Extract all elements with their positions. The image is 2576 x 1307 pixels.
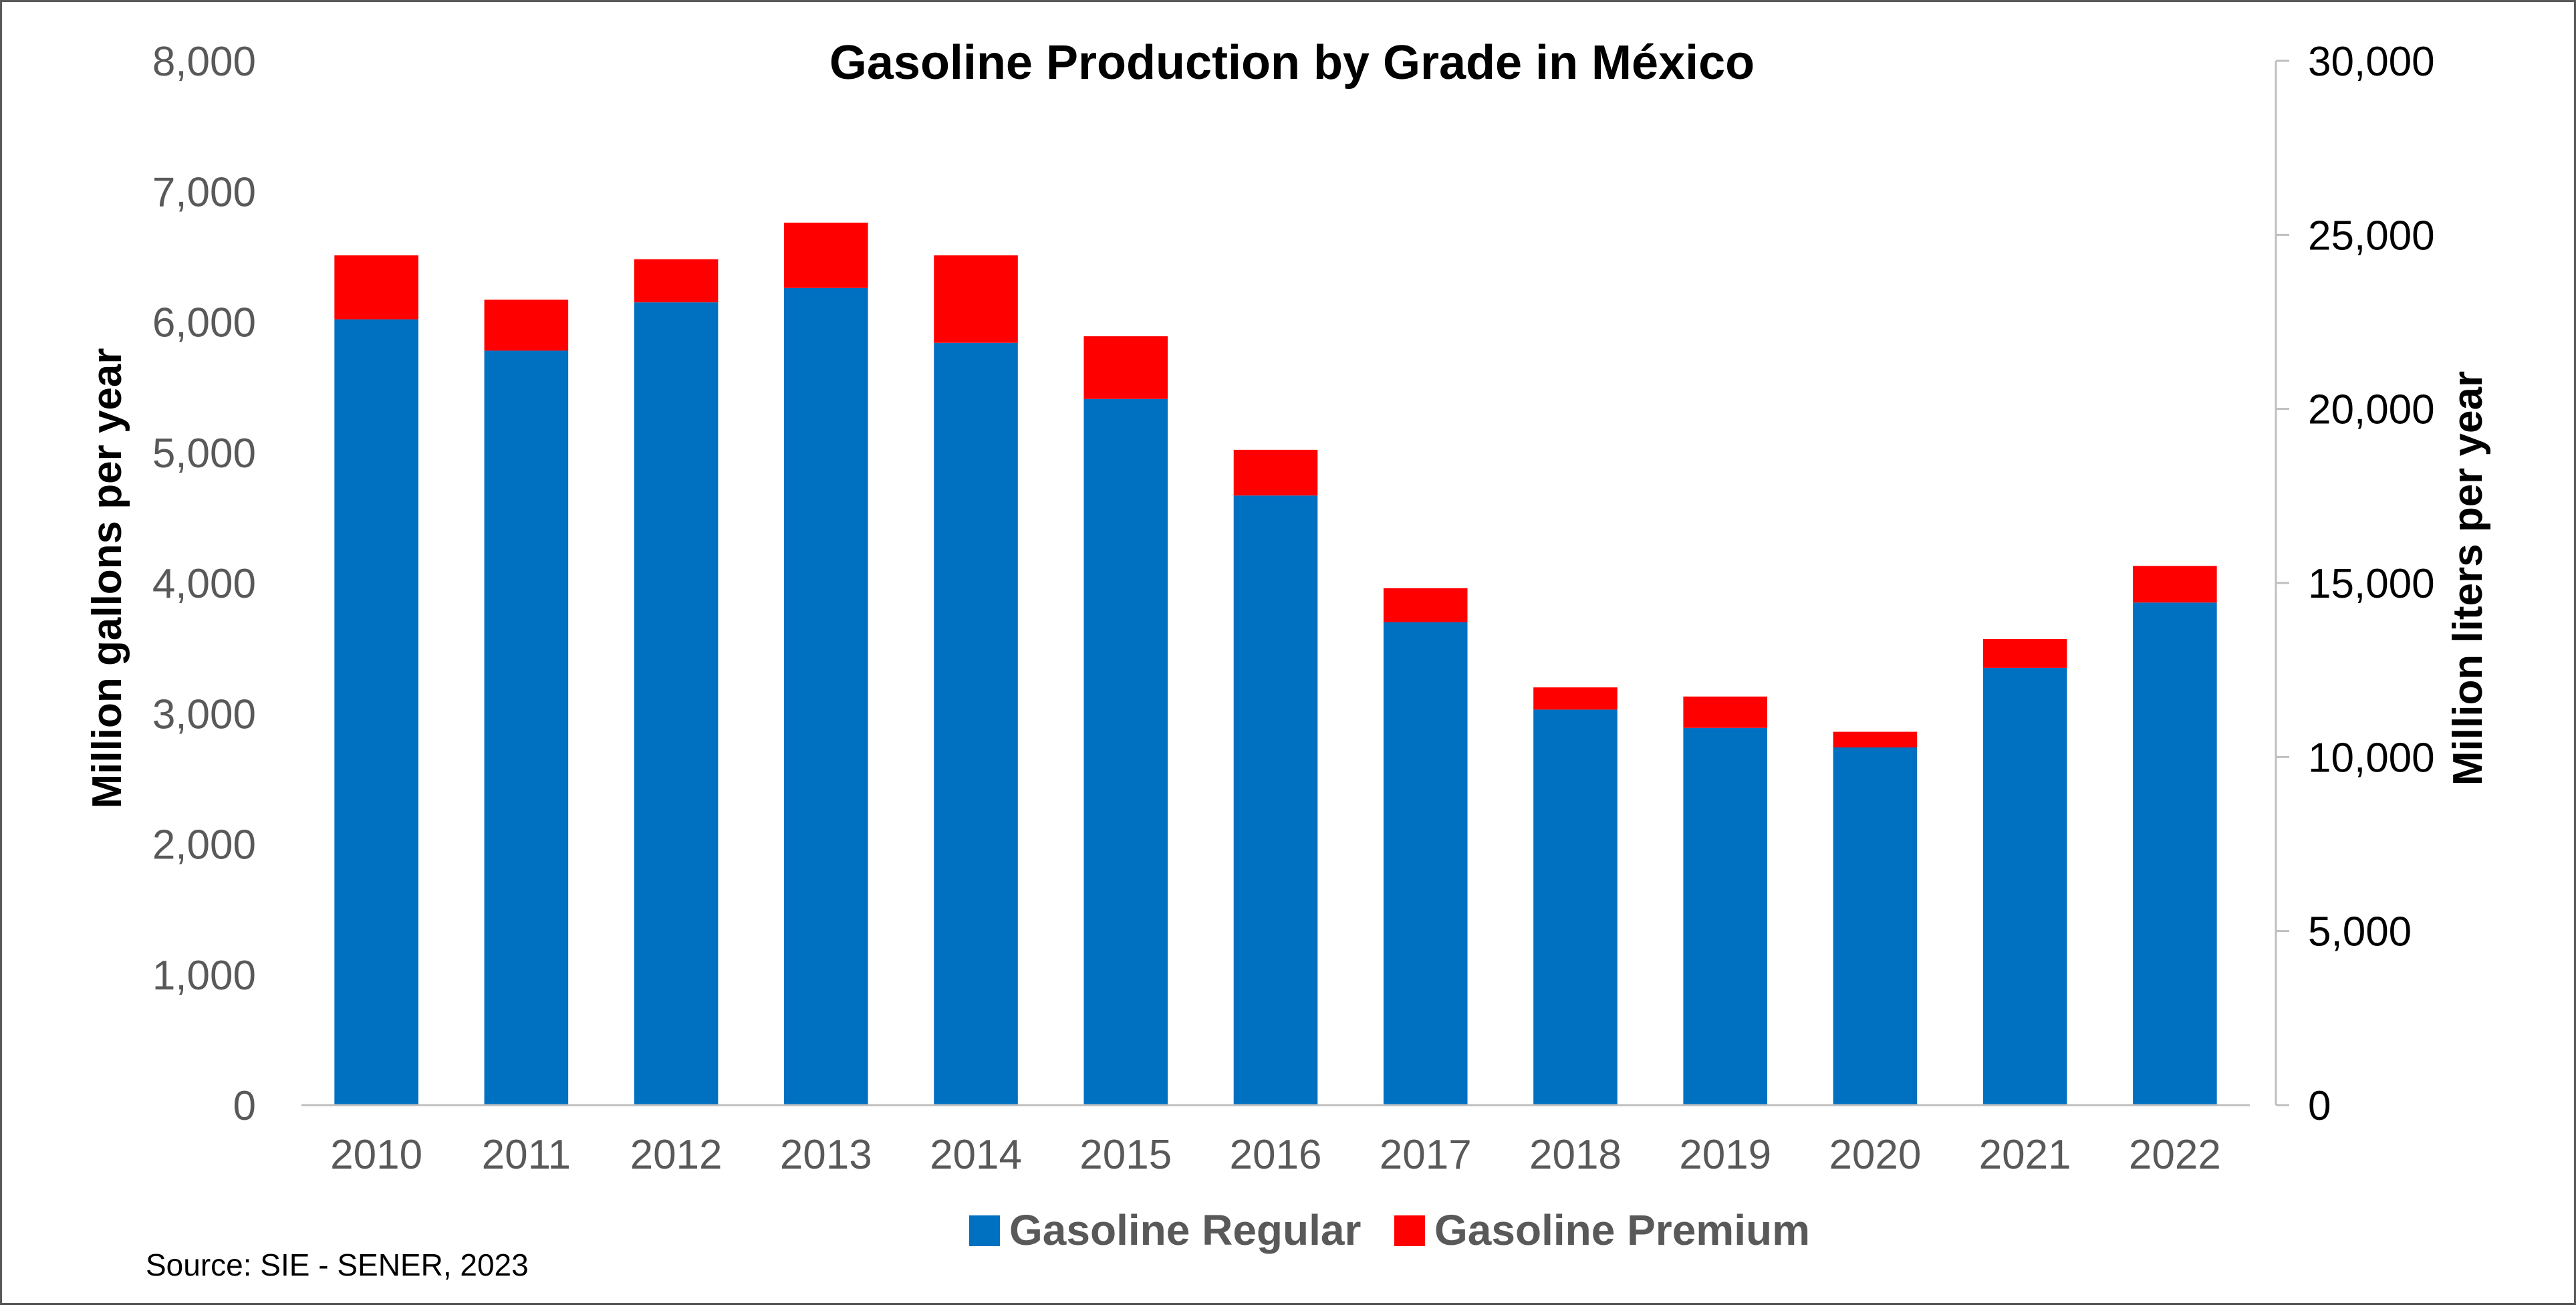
right-tick-label: 5,000 (2308, 909, 2412, 955)
left-tick-label: 4,000 (152, 561, 256, 607)
bar-premium-2012 (634, 259, 719, 303)
x-tick-label: 2014 (930, 1132, 1022, 1178)
x-tick-label: 2022 (2129, 1132, 2221, 1178)
x-tick-label: 2018 (1529, 1132, 1622, 1178)
bar-regular-2022 (2133, 602, 2217, 1105)
bar-premium-2017 (1383, 588, 1468, 622)
left-tick-label: 6,000 (152, 300, 256, 346)
left-tick-label: 1,000 (152, 953, 256, 999)
x-axis: 2010 2011 2012 2013 2014 2015 2016 2017 2018 2019… (301, 1104, 2250, 1178)
bar-regular-2015 (1083, 398, 1168, 1105)
left-y-axis: 0 1,000 2,000 3,000 4,000 5,000 6,000 7,000 8,00… (152, 39, 256, 1129)
bar-regular-2017 (1383, 622, 1468, 1105)
bar-premium-2013 (784, 223, 868, 288)
x-tick-label: 2016 (1230, 1132, 1322, 1178)
x-tick-label: 2011 (482, 1132, 571, 1178)
source-note: Source: SIE - SENER, 2023 (146, 1247, 529, 1282)
left-tick-label: 8,000 (152, 39, 256, 85)
x-tick-label: 2017 (1380, 1132, 1472, 1178)
left-tick-label: 3,000 (152, 691, 256, 737)
bar-regular-2019 (1683, 727, 1767, 1105)
x-tick-label: 2012 (630, 1132, 723, 1178)
left-tick-label: 5,000 (152, 431, 256, 477)
bar-regular-2010 (334, 319, 418, 1106)
x-tick-label: 2019 (1679, 1132, 1771, 1178)
bar-premium-2019 (1683, 696, 1767, 728)
bar-premium-2018 (1533, 687, 1618, 710)
bar-regular-2013 (784, 287, 868, 1105)
bar-premium-2015 (1083, 336, 1168, 399)
x-tick-label: 2013 (780, 1132, 872, 1178)
bar-premium-2016 (1233, 449, 1318, 496)
right-tick-label: 30,000 (2308, 39, 2435, 85)
right-tick-label: 15,000 (2308, 561, 2435, 607)
right-y-axis: 0 5,000 10,000 15,000 20,000 25,000 30,000 (2275, 39, 2435, 1129)
right-tick-label: 0 (2308, 1083, 2331, 1129)
left-axis-title: Million gallons per year (84, 348, 130, 808)
right-axis-title: Million liters per year (2445, 371, 2491, 786)
x-tick-label: 2021 (1979, 1132, 2071, 1178)
legend-swatch-premium (1394, 1215, 1425, 1246)
right-tick-label: 20,000 (2308, 387, 2435, 433)
left-tick-label: 0 (233, 1083, 256, 1129)
legend: Gasoline Regular Gasoline Premium (969, 1206, 1810, 1254)
bar-premium-2014 (934, 255, 1018, 343)
bar-premium-2011 (484, 300, 569, 351)
bar-regular-2012 (634, 302, 719, 1105)
bar-regular-2014 (934, 342, 1018, 1105)
right-tick-label: 25,000 (2308, 213, 2435, 259)
bar-regular-2016 (1233, 495, 1318, 1105)
x-tick-label: 2015 (1079, 1132, 1172, 1178)
bar-regular-2018 (1533, 709, 1618, 1105)
bar-premium-2022 (2133, 566, 2217, 603)
bar-regular-2020 (1833, 747, 1918, 1105)
left-tick-label: 2,000 (152, 822, 256, 868)
bar-regular-2011 (484, 350, 569, 1105)
legend-swatch-regular (969, 1215, 1000, 1246)
x-tick-label: 2020 (1829, 1132, 1921, 1178)
bar-regular-2021 (1982, 667, 2067, 1105)
bar-premium-2010 (334, 255, 418, 320)
bar-premium-2020 (1833, 731, 1918, 748)
left-tick-label: 7,000 (152, 169, 256, 215)
bars (334, 223, 2217, 1106)
legend-label-premium: Gasoline Premium (1434, 1206, 1810, 1254)
x-tick-label: 2010 (330, 1132, 422, 1178)
chart-title: Gasoline Production by Grade in México (829, 36, 1755, 90)
legend-label-regular: Gasoline Regular (1009, 1206, 1361, 1254)
right-tick-label: 10,000 (2308, 735, 2435, 781)
bar-premium-2021 (1982, 638, 2067, 668)
